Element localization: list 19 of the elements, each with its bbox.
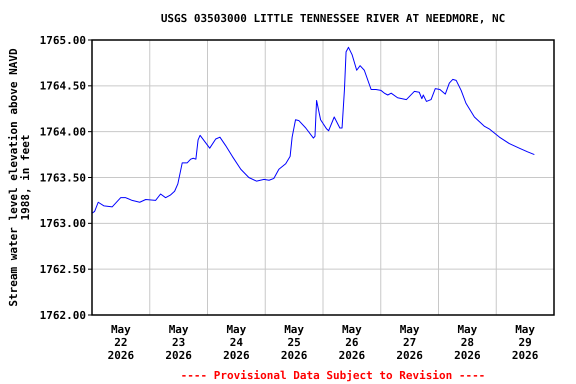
y-tick-label: 1764.00	[40, 126, 86, 139]
text: ---- Provisional Data Subject to Revision ----	[180, 369, 486, 382]
x-tick-label: May 27 2026	[396, 323, 424, 362]
y-tick-label: 1762.00	[40, 308, 86, 322]
y-tick-label: 1763.00	[40, 217, 86, 230]
chart-title: USGS 03503000 LITTLE TENNESSEE RIVER AT NEEDMORE, NC	[160, 12, 506, 25]
x-tick-label: May 29 2026	[512, 323, 539, 362]
y-axis-title: Stream water level elevation above NAVD 1988, in feet	[7, 48, 32, 307]
x-tick-label: May 26 2026	[338, 323, 366, 362]
line-series	[92, 46, 535, 214]
x-tick-label: May 28 2026	[454, 323, 481, 362]
x-tick-label: May 24 2026	[223, 323, 250, 362]
y-tick-label: 1762.50	[40, 263, 86, 276]
y-tick-label: 1765.00	[40, 34, 86, 47]
x-tick-label: May 25 2026	[280, 323, 308, 362]
y-tick-label: 1764.50	[40, 80, 86, 93]
x-tick-label: May 23 2026	[165, 323, 192, 362]
x-tick-label: May 22 2026	[108, 323, 134, 362]
y-tick-label: 1763.50	[40, 171, 86, 184]
